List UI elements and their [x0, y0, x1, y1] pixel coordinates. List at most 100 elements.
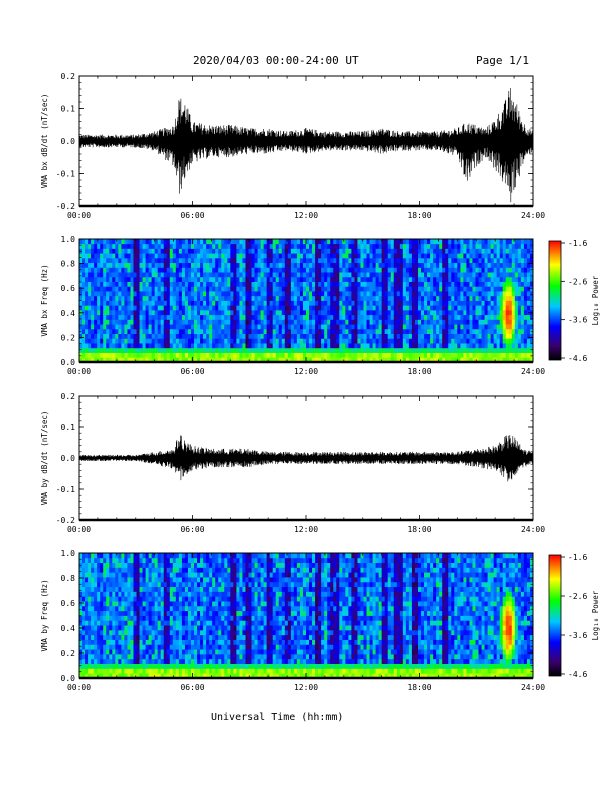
bx_spectrogram-cell — [136, 319, 140, 325]
bx_spectrogram-cell — [97, 267, 101, 273]
bx_spectrogram-cell — [206, 309, 210, 316]
by_spectrogram-cell — [157, 605, 162, 612]
by_spectrogram-cell — [112, 663, 116, 669]
bx_spectrogram-cell — [451, 338, 455, 344]
by_spectrogram-cell — [106, 639, 110, 645]
bx_spectrogram-cell — [327, 338, 331, 344]
bx_spectrogram-cell — [336, 276, 340, 282]
bx_spectrogram-cell — [82, 262, 86, 268]
bx_spectrogram-cell — [490, 314, 495, 320]
bx_spectrogram-cell — [236, 286, 240, 292]
by_spectrogram-cell — [85, 634, 89, 640]
bx_spectrogram-cell — [236, 305, 240, 311]
bx_spectrogram-cell — [363, 272, 367, 278]
by_spectrogram-cell — [136, 572, 140, 578]
bx_spectrogram-cell — [112, 333, 116, 339]
bx_spectrogram-cell — [203, 309, 207, 316]
bx_spectrogram-cell — [187, 314, 192, 320]
by_spectrogram-cell — [85, 668, 89, 674]
by_spectrogram-cell — [100, 673, 104, 679]
bx_spectrogram-cell — [433, 267, 437, 273]
bx_spectrogram-cell — [430, 352, 434, 358]
bx_spectrogram-cell — [366, 243, 370, 249]
by_spectrogram-cell — [112, 658, 116, 664]
bx_spectrogram-cell — [433, 262, 437, 268]
bx_spectrogram-cell — [97, 300, 101, 306]
bx_spectrogram-cell — [375, 281, 380, 287]
bx_spectrogram-cell — [330, 276, 334, 282]
bx_spectrogram-cell — [236, 295, 240, 301]
bx_spectrogram-cell — [484, 243, 488, 249]
bx_spectrogram-cell — [266, 314, 271, 320]
bx_spectrogram-cell — [414, 338, 419, 344]
bx_spectrogram-cell — [302, 352, 307, 358]
bx_spectrogram-cell — [354, 253, 358, 259]
bx_spectrogram-cell — [511, 338, 516, 344]
bx_spectrogram-cell — [160, 262, 165, 268]
bx_spectrogram-cell — [496, 357, 501, 363]
by_spectrogram-cell — [139, 567, 143, 573]
bx_spectrogram-cell — [375, 328, 380, 335]
bx_spectrogram-cell — [517, 295, 522, 301]
bx_spectrogram-cell — [490, 352, 495, 358]
bx_spectrogram-cell — [215, 309, 219, 316]
bx_spectrogram-cell — [245, 295, 249, 301]
bx_spectrogram-cell — [427, 295, 431, 301]
by_spectrogram-cell — [118, 673, 122, 679]
bx_spectrogram-cell — [100, 333, 104, 339]
bx_spectrogram-cell — [339, 314, 343, 320]
bx_spectrogram-cell — [366, 347, 370, 353]
bx_spectrogram-cell — [424, 253, 428, 259]
bx_spectrogram-cell — [445, 262, 449, 268]
bx_spectrogram-cell — [442, 338, 446, 344]
bx_spectrogram-cell — [85, 239, 89, 245]
bx_spectrogram-cell — [321, 347, 325, 353]
bx_spectrogram-cell — [106, 262, 110, 268]
by_spectrogram-cell — [157, 591, 162, 597]
bx_spectrogram-cell — [257, 286, 261, 292]
bx_spectrogram-cell — [475, 324, 479, 330]
bx_spectrogram-cell — [166, 257, 171, 264]
by_spectrogram-cell — [85, 625, 89, 631]
bx_spectrogram-cell — [321, 352, 325, 358]
bx_spectrogram-cell — [478, 262, 482, 268]
bx_spectrogram-cell — [263, 338, 268, 344]
bx_spectrogram-cell — [321, 338, 325, 344]
bx_spectrogram-cell — [333, 243, 337, 249]
bx_spectrogram-cell — [454, 257, 458, 264]
bx_spectrogram-cell — [384, 328, 389, 335]
bx_spectrogram-cell — [484, 352, 488, 358]
bx_spectrogram-cell — [260, 248, 265, 254]
bx_spectrogram-cell — [106, 324, 110, 330]
bx_spectrogram-cell — [197, 305, 201, 311]
bx_spectrogram-cell — [487, 291, 492, 297]
bx_spectrogram-cell — [336, 281, 340, 287]
by_spectrogram-cell — [130, 629, 134, 636]
bx_spectrogram-cell — [91, 309, 95, 316]
by_spectrogram-cell — [151, 586, 156, 592]
bx_spectrogram-cell — [181, 343, 186, 349]
bx_spectrogram-cell — [221, 338, 225, 344]
bx_spectrogram-cell — [215, 267, 219, 273]
bx_spectrogram-cell — [460, 253, 464, 259]
bx_spectrogram-cell — [417, 352, 422, 358]
bx_spectrogram-cell — [88, 319, 92, 325]
bx_spectrogram-cell — [354, 338, 358, 344]
bx_spectrogram-cell — [387, 314, 392, 320]
by_spectrogram-cell — [112, 653, 116, 660]
bx_spectrogram-cell — [517, 300, 522, 306]
bx_spectrogram-cell — [157, 257, 162, 264]
by_spectrogram-cell — [136, 610, 140, 616]
bx_spectrogram-cell — [381, 309, 386, 316]
bx_spectrogram-cell — [324, 343, 328, 349]
bx_spectrogram-cell — [348, 305, 352, 311]
bx_spectrogram-cell — [293, 328, 298, 335]
bx_spectrogram-cell — [142, 248, 146, 254]
bx_spectrogram-cell — [142, 257, 146, 264]
by_spectrogram-cell — [106, 572, 110, 578]
bx_spectrogram-cell — [91, 328, 95, 335]
by_spectrogram-cell — [115, 668, 119, 674]
bx_spectrogram-cell — [390, 324, 395, 330]
bx_spectrogram-cell — [490, 276, 495, 282]
by_spectrogram-cell — [139, 673, 143, 679]
